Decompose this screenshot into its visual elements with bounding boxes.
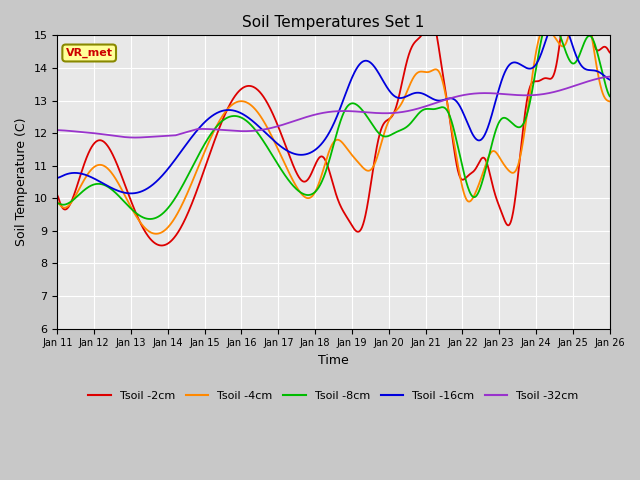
- Tsoil -32cm: [288, 119, 296, 125]
- Tsoil -16cm: [119, 190, 127, 195]
- Tsoil -2cm: [54, 192, 61, 198]
- Tsoil -8cm: [300, 191, 307, 197]
- Tsoil -2cm: [288, 160, 296, 166]
- Tsoil -32cm: [368, 110, 376, 116]
- Line: Tsoil -16cm: Tsoil -16cm: [58, 19, 610, 193]
- Tsoil -32cm: [300, 115, 307, 121]
- Tsoil -16cm: [300, 152, 307, 157]
- Tsoil -2cm: [368, 173, 376, 179]
- Tsoil -2cm: [96, 137, 104, 143]
- Tsoil -2cm: [300, 179, 307, 184]
- Tsoil -16cm: [606, 77, 614, 83]
- Tsoil -16cm: [310, 148, 317, 154]
- Tsoil -4cm: [606, 98, 614, 104]
- Tsoil -4cm: [152, 231, 160, 237]
- Tsoil -8cm: [606, 94, 614, 99]
- Tsoil -8cm: [368, 121, 376, 127]
- Tsoil -4cm: [300, 193, 307, 199]
- Tsoil -16cm: [127, 191, 135, 196]
- Tsoil -8cm: [96, 181, 104, 187]
- Tsoil -16cm: [288, 150, 296, 156]
- Text: VR_met: VR_met: [66, 48, 113, 58]
- Tsoil -4cm: [368, 166, 376, 171]
- Tsoil -4cm: [288, 176, 296, 182]
- Tsoil -16cm: [550, 16, 558, 22]
- Title: Soil Temperatures Set 1: Soil Temperatures Set 1: [243, 15, 425, 30]
- Tsoil -16cm: [96, 179, 104, 185]
- Tsoil -2cm: [559, 16, 567, 22]
- Tsoil -8cm: [545, 16, 552, 22]
- Tsoil -8cm: [310, 191, 317, 196]
- Tsoil -8cm: [54, 200, 61, 206]
- Line: Tsoil -8cm: Tsoil -8cm: [58, 19, 610, 219]
- Tsoil -4cm: [54, 199, 61, 205]
- Tsoil -8cm: [119, 197, 127, 203]
- Tsoil -4cm: [96, 162, 104, 168]
- Tsoil -8cm: [288, 181, 296, 187]
- Line: Tsoil -4cm: Tsoil -4cm: [58, 19, 610, 234]
- Tsoil -16cm: [54, 175, 61, 181]
- Tsoil -2cm: [310, 166, 317, 172]
- Line: Tsoil -2cm: Tsoil -2cm: [58, 19, 610, 245]
- Tsoil -2cm: [158, 242, 166, 248]
- Tsoil -32cm: [96, 131, 104, 137]
- Tsoil -2cm: [606, 49, 614, 55]
- Tsoil -4cm: [310, 192, 317, 197]
- X-axis label: Time: Time: [318, 354, 349, 367]
- Y-axis label: Soil Temperature (C): Soil Temperature (C): [15, 118, 28, 246]
- Tsoil -8cm: [146, 216, 154, 222]
- Tsoil -32cm: [310, 112, 317, 118]
- Tsoil -4cm: [568, 16, 576, 22]
- Tsoil -32cm: [119, 134, 127, 140]
- Tsoil -32cm: [131, 135, 139, 141]
- Line: Tsoil -32cm: Tsoil -32cm: [58, 77, 610, 138]
- Legend: Tsoil -2cm, Tsoil -4cm, Tsoil -8cm, Tsoil -16cm, Tsoil -32cm: Tsoil -2cm, Tsoil -4cm, Tsoil -8cm, Tsoi…: [84, 386, 583, 405]
- Tsoil -4cm: [119, 188, 127, 194]
- Tsoil -16cm: [368, 61, 376, 67]
- Tsoil -32cm: [606, 74, 614, 80]
- Tsoil -32cm: [54, 127, 61, 133]
- Tsoil -2cm: [119, 176, 127, 181]
